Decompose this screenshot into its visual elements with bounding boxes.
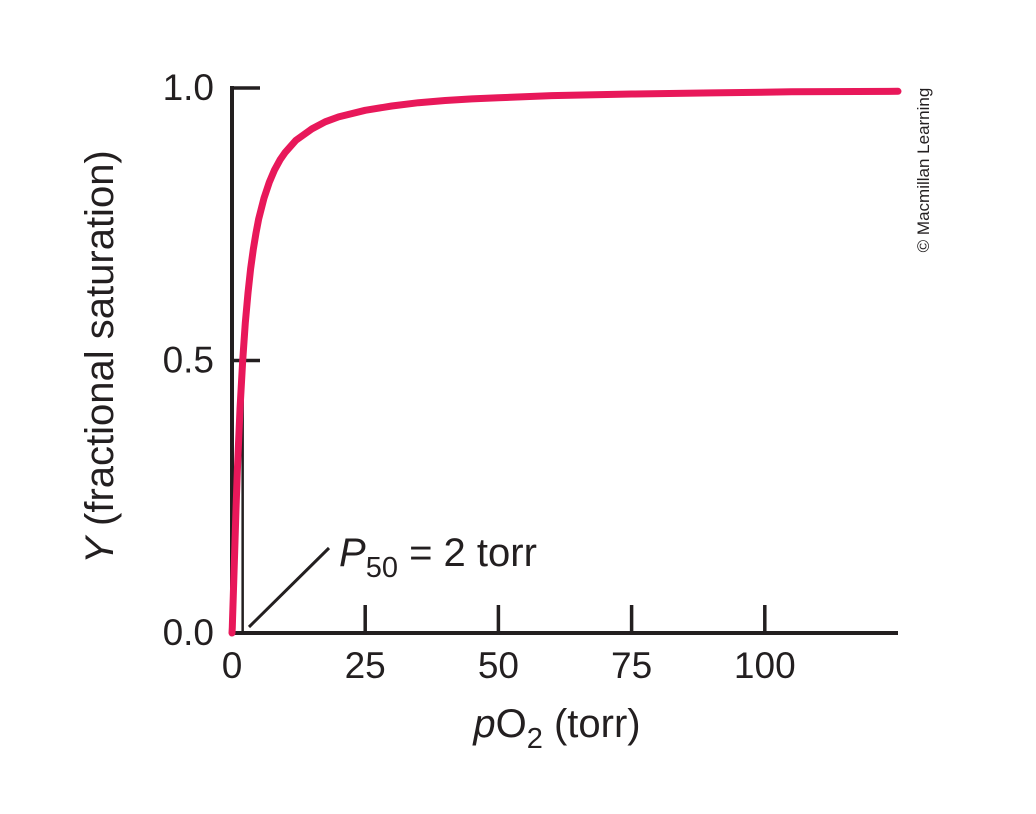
y-tick-label: 1.0 (163, 67, 214, 108)
y-axis-title: Y (fractional saturation) (78, 150, 122, 564)
x-axis-title-p: p (472, 702, 495, 746)
y-axis-title-symbol: Y (78, 534, 122, 564)
x-axis-title: pO2 (torr) (472, 702, 640, 755)
x-axis-title-o: O (496, 702, 527, 746)
y-tick-label: 0.0 (163, 612, 214, 653)
x-tick-label: 25 (345, 645, 386, 686)
y-axis-ticks: 0.0 0.5 1.0 (163, 67, 260, 653)
saturation-curve (228, 87, 902, 637)
p50-annotation-value: = 2 torr (398, 531, 537, 575)
p50-annotation-subscript: 50 (366, 552, 398, 584)
x-tick-label: 100 (734, 645, 796, 686)
x-tick-label: 50 (478, 645, 519, 686)
x-tick-label: 75 (611, 645, 652, 686)
y-tick-label: 0.5 (163, 340, 214, 381)
p50-annotation: P50 = 2 torr (339, 531, 537, 584)
x-axis-title-subscript: 2 (527, 723, 543, 755)
credit-text: © Macmillan Learning (914, 88, 933, 253)
y-axis-title-units: (fractional saturation) (78, 150, 122, 537)
x-axis-title-units: (torr) (543, 702, 641, 746)
annotation-pointer-line (247, 546, 331, 629)
x-tick-label: 0 (222, 645, 243, 686)
x-axis-ticks: 0 25 50 75 100 (222, 605, 796, 686)
p50-annotation-symbol: P (339, 531, 366, 575)
